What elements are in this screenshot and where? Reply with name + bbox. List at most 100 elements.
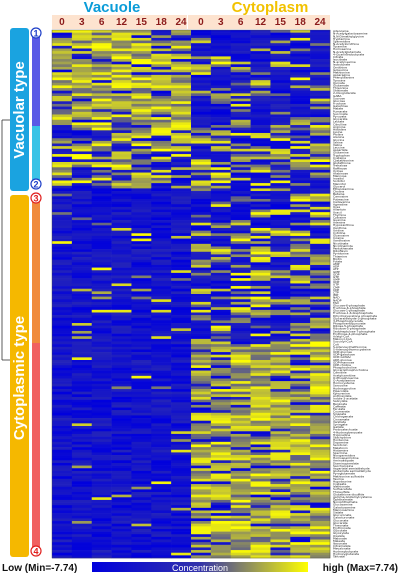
heatmap-cell [270, 85, 291, 89]
heatmap-cell [290, 481, 311, 485]
heatmap-cell [270, 275, 291, 279]
heatmap-cell [191, 90, 212, 94]
heatmap-cell [171, 61, 192, 65]
heatmap-cell [210, 536, 232, 540]
heatmap-cell [131, 415, 152, 419]
heatmap-cell [250, 90, 271, 94]
heatmap-cell [230, 375, 251, 379]
heatmap-cell [310, 396, 331, 400]
heatmap-cell [91, 220, 112, 224]
heatmap-cell [71, 346, 93, 350]
heatmap-cell [131, 241, 152, 245]
heatmap-cell [191, 59, 212, 62]
heatmap-cell [171, 489, 192, 493]
heatmap-cell [210, 396, 232, 400]
heatmap-cell [230, 159, 251, 163]
heatmap-cell [250, 30, 271, 33]
heatmap-cell [290, 415, 311, 419]
heatmap-cell [210, 447, 232, 451]
heatmap-cell [270, 127, 291, 131]
heatmap-cell [151, 294, 172, 297]
heatmap-cell [230, 439, 251, 443]
heatmap-cell [91, 544, 112, 548]
heatmap-cell [250, 204, 271, 208]
heatmap-cell [52, 317, 73, 321]
heatmap-cell [310, 423, 331, 427]
heatmap-cell [310, 526, 331, 530]
heatmap-cell [52, 151, 73, 155]
heatmap-cell [290, 486, 311, 490]
heatmap-cell [210, 513, 232, 517]
heatmap-cell [230, 320, 251, 324]
heatmap-cell [210, 40, 232, 44]
heatmap-cell [151, 492, 172, 495]
metabolite-label: Oxalate [333, 534, 345, 538]
heatmap-cell [250, 465, 271, 469]
heatmap-cell [290, 35, 311, 39]
heatmap-cell [210, 462, 232, 466]
heatmap-cell [310, 88, 331, 92]
metabolite-label: Glycerol [333, 184, 345, 188]
heatmap-cell [131, 505, 152, 509]
heatmap-cell [71, 304, 93, 308]
heatmap-cell [151, 172, 172, 176]
heatmap-cell [131, 201, 152, 205]
heatmap-cell [210, 489, 232, 493]
heatmap-cell [290, 447, 311, 451]
heatmap-cell [151, 259, 172, 263]
metabolite-label: NADP [333, 298, 342, 302]
heatmap-cell [191, 547, 212, 551]
metabolite-label: Glutamate semialdehyde [333, 469, 371, 473]
heatmap-cell [210, 251, 232, 255]
heatmap-cell [230, 484, 251, 488]
heatmap-cell [210, 93, 232, 97]
heatmap-cell [131, 299, 152, 303]
heatmap-cell [171, 238, 192, 242]
heatmap-cell [210, 48, 232, 52]
heatmap-cell [210, 457, 232, 461]
heatmap-cell [131, 468, 152, 472]
metabolite-label: Serotonin [333, 443, 347, 447]
heatmap-cell [131, 169, 152, 173]
heatmap-cell [210, 439, 232, 443]
heatmap-cell [250, 43, 271, 47]
heatmap-cell [151, 534, 172, 538]
heatmap-cell [310, 235, 331, 239]
heatmap-cell [111, 222, 132, 226]
heatmap-cell [191, 74, 212, 78]
heatmap-cell [230, 138, 251, 142]
row-dendrogram [1, 119, 10, 361]
heatmap-cell [171, 214, 192, 218]
heatmap-cell [111, 439, 132, 443]
heatmap-cell [310, 214, 331, 218]
heatmap-cell [210, 492, 232, 495]
heatmap-cell [151, 206, 172, 210]
heatmap-cell [310, 312, 331, 316]
heatmap-cell [111, 175, 132, 179]
heatmap-cell [270, 375, 291, 379]
heatmap-cell [310, 90, 331, 94]
heatmap-cell [250, 138, 271, 142]
heatmap-cell [191, 468, 212, 472]
heatmap-cell [250, 436, 271, 440]
heatmap-cell [250, 270, 271, 274]
heatmap-cell [310, 338, 331, 342]
heatmap-cell [171, 531, 192, 535]
heatmap-cell [171, 217, 192, 221]
metabolite-label: Sedoheptulose-7-phosphate [333, 329, 375, 333]
heatmap-cell [52, 175, 73, 179]
heatmap-cell [230, 507, 251, 511]
heatmap-cell [310, 486, 331, 490]
heatmap-cell [171, 251, 192, 255]
heatmap-cell [250, 103, 271, 107]
heatmap-cell [111, 48, 132, 52]
heatmap-cell [270, 497, 291, 501]
heatmap-cell [191, 441, 212, 445]
metabolite-label: GDP-mannose [333, 360, 354, 364]
heatmap-cell [230, 402, 251, 406]
heatmap-cell [290, 167, 311, 171]
heatmap-cell [290, 130, 311, 134]
heatmap-cell [250, 109, 271, 113]
heatmap-cell [111, 212, 132, 216]
